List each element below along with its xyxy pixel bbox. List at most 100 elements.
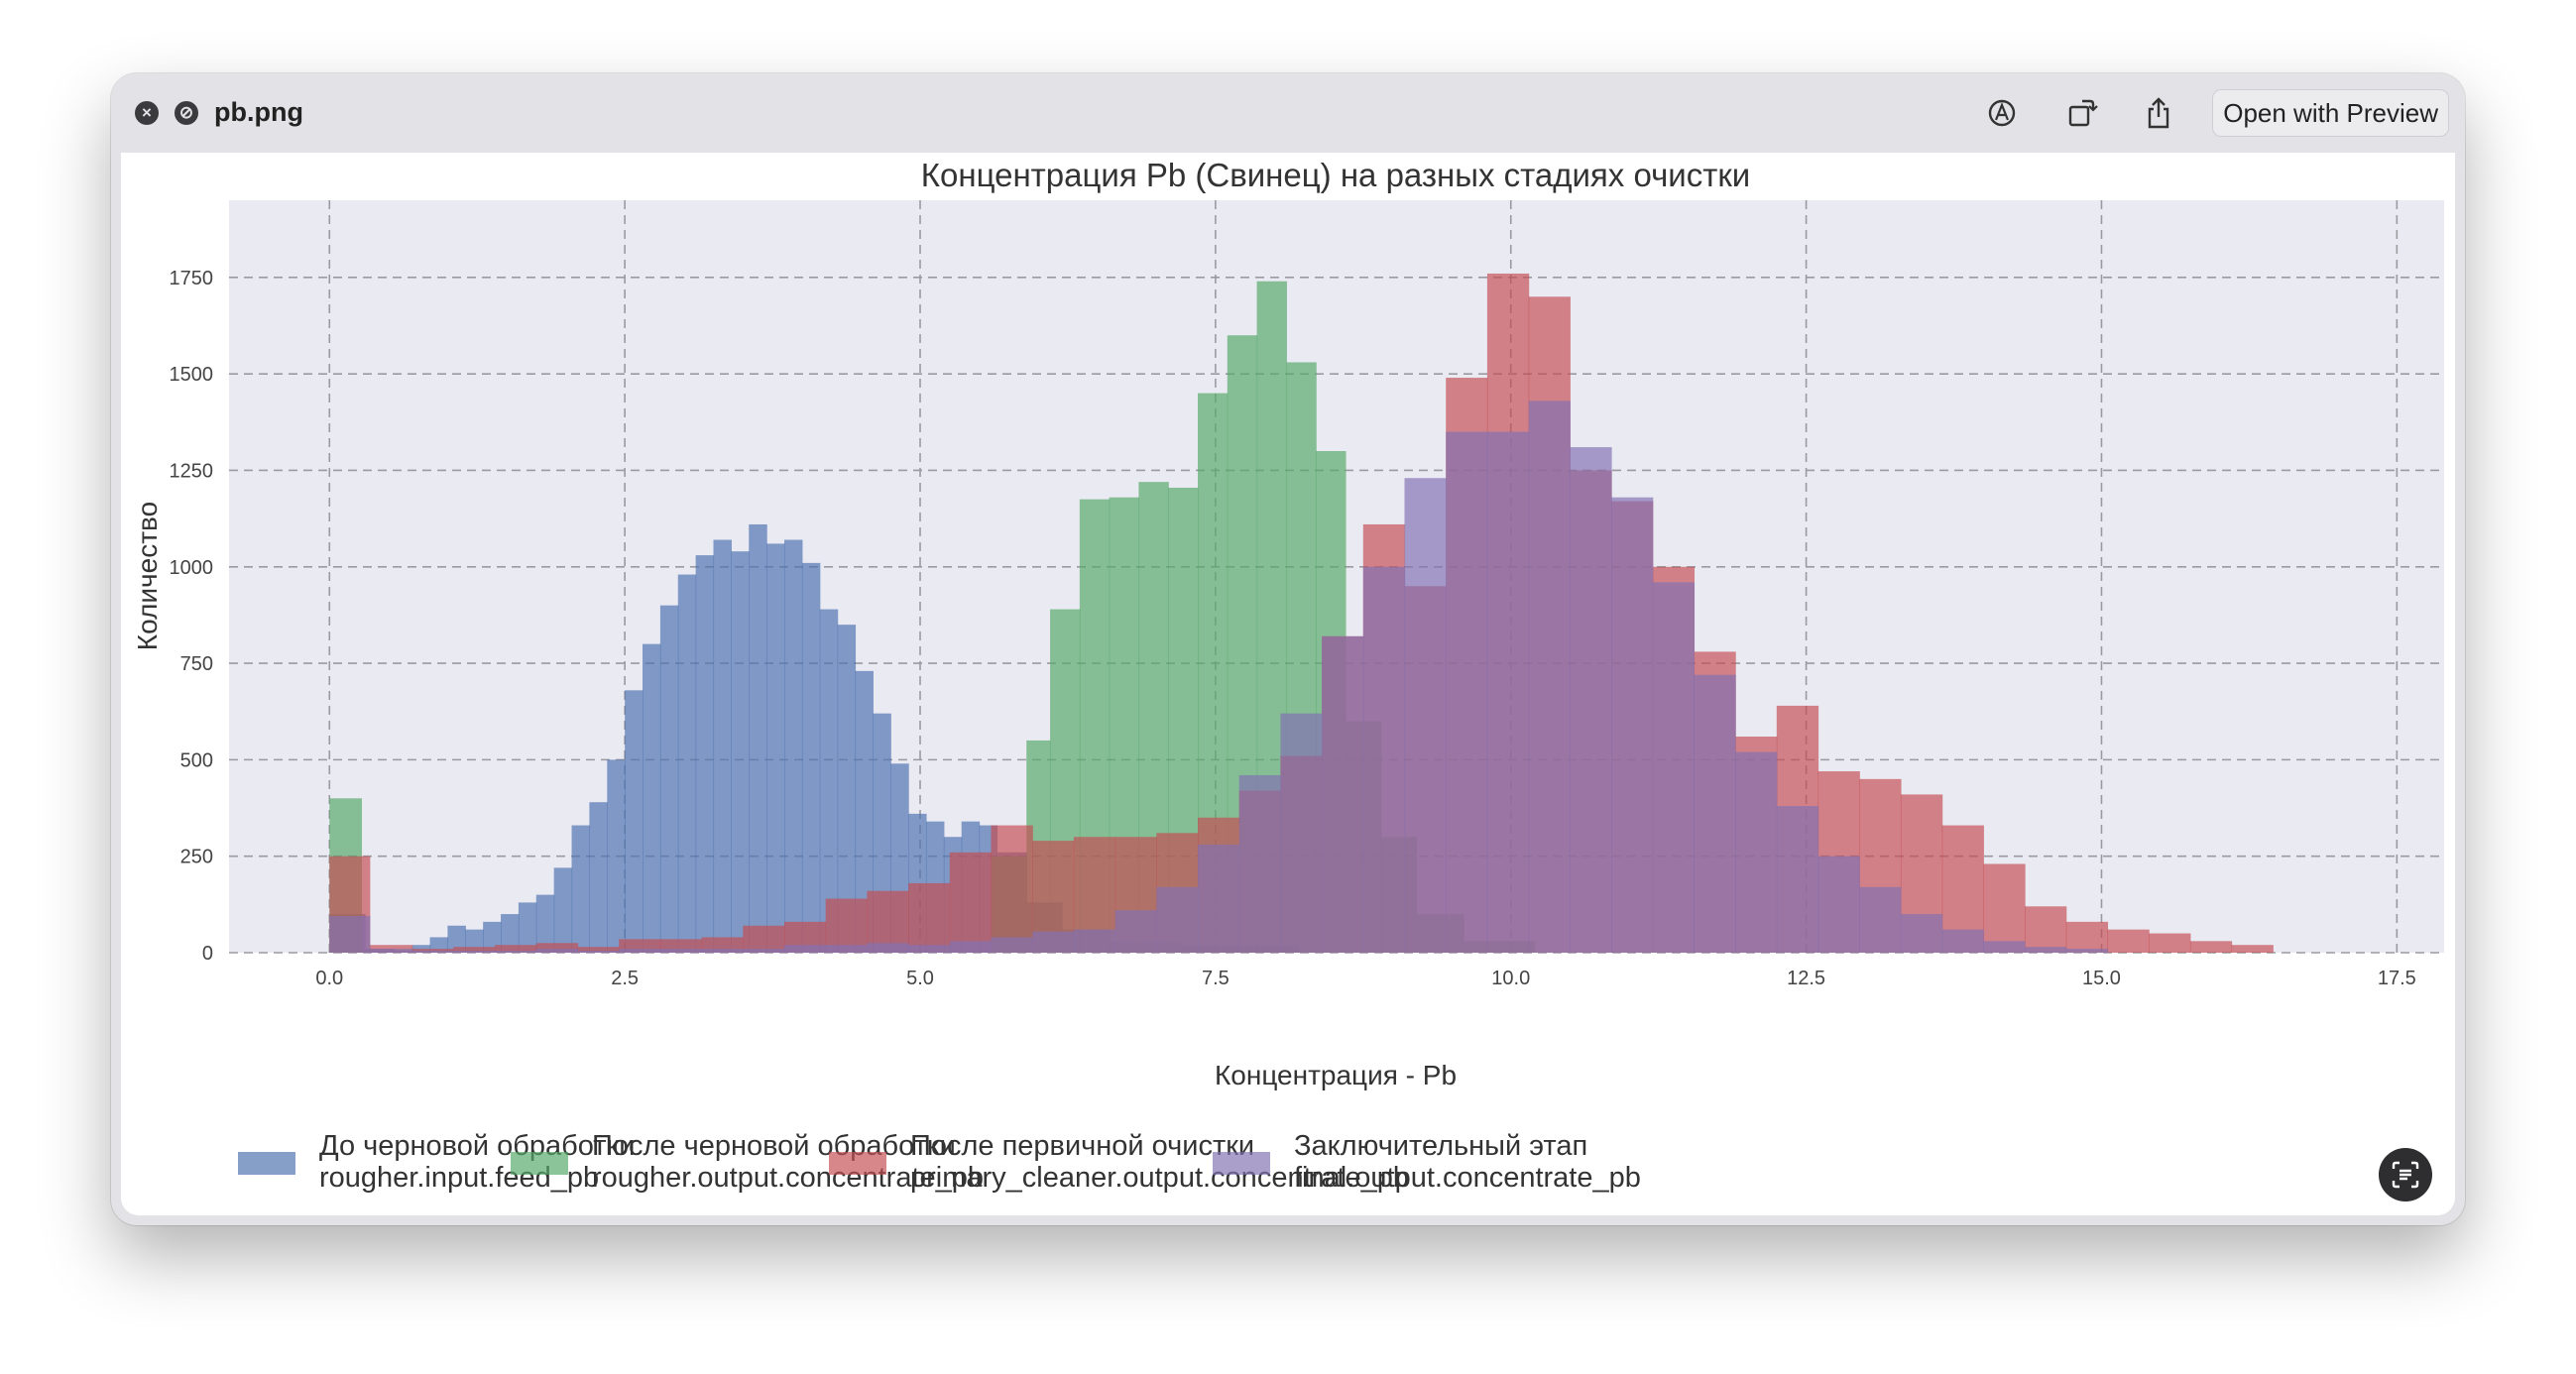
- histogram-bar: [731, 551, 750, 953]
- histogram-bar: [1362, 566, 1406, 953]
- histogram-bar: [571, 825, 590, 953]
- rotate-icon[interactable]: [2063, 95, 2099, 131]
- histogram-bar: [837, 625, 857, 953]
- histogram-bar: [1114, 910, 1157, 953]
- x-axis-label: Концентрация - Pb: [1215, 1060, 1457, 1090]
- histogram-bar: [1735, 751, 1778, 953]
- histogram-bar: [783, 945, 827, 953]
- histogram-bar: [2025, 947, 2067, 953]
- histogram-bar: [1900, 914, 1943, 953]
- legend-label: primary_cleaner.output.concentrate_pb: [910, 1162, 1409, 1194]
- histogram-bar: [1486, 431, 1530, 953]
- live-text-icon[interactable]: [2379, 1148, 2432, 1202]
- markup-icon[interactable]: [1984, 95, 2020, 131]
- histogram-bar: [908, 882, 951, 953]
- histogram-bar: [908, 945, 951, 953]
- histogram-bar: [619, 949, 661, 953]
- y-tick-label: 1250: [170, 460, 214, 482]
- legend-label: Заключительный этап: [1294, 1130, 1587, 1162]
- histogram-bar: [949, 852, 993, 953]
- histogram-bar: [553, 867, 573, 953]
- legend-label: До черновой обработки: [319, 1130, 635, 1162]
- x-tick-label: 15.0: [2082, 968, 2121, 989]
- chart-title: Концентрация Pb (Свинец) на разных стади…: [921, 157, 1750, 193]
- stop-icon[interactable]: ⊘: [175, 101, 198, 125]
- legend-entry: После первичной очисткиprimary_cleaner.o…: [829, 1130, 1409, 1194]
- y-tick-label: 250: [180, 847, 213, 868]
- histogram-bar: [701, 949, 744, 953]
- histogram-bar: [743, 949, 785, 953]
- histogram-bar: [447, 925, 466, 953]
- x-tick-label: 0.0: [315, 968, 343, 989]
- histogram-bar: [2189, 941, 2233, 953]
- share-icon[interactable]: [2141, 95, 2176, 131]
- histogram-bar: [643, 643, 661, 953]
- histogram-bar: [2065, 949, 2109, 953]
- y-tick-label: 1000: [170, 557, 214, 579]
- histogram-bar: [453, 947, 496, 953]
- legend-label: final.output.concentrate_pb: [1294, 1162, 1641, 1194]
- x-tick-label: 7.5: [1202, 968, 1229, 989]
- legend-entry: Заключительный этапfinal.output.concentr…: [1213, 1130, 1641, 1194]
- histogram-bar: [825, 945, 868, 953]
- histogram-bar: [2149, 933, 2191, 953]
- histogram-bar: [819, 609, 839, 953]
- histogram-bar: [1983, 941, 2026, 953]
- histogram-bar: [1198, 845, 1240, 953]
- open-with-preview-button[interactable]: Open with Preview: [2212, 89, 2449, 137]
- histogram-bar: [713, 539, 732, 953]
- histogram-bar: [991, 937, 1033, 953]
- histogram-bar: [749, 523, 767, 953]
- preview-window: × ⊘ pb.png Open with Preview 0.0 2.5 5.0 7.…: [111, 73, 2465, 1225]
- histogram-bar: [1776, 806, 1819, 953]
- histogram-bar: [766, 543, 785, 953]
- histogram-bar: [1694, 674, 1736, 953]
- histogram-bar: [535, 943, 579, 953]
- histogram-bar: [577, 947, 620, 953]
- legend-swatch: [829, 1152, 886, 1175]
- histogram-bar: [2107, 929, 2150, 953]
- histogram-bar: [949, 941, 993, 953]
- x-tick-label: 12.5: [1787, 968, 1825, 989]
- histogram-bar: [453, 951, 496, 953]
- histogram-bar: [2025, 906, 2067, 953]
- histogram-bar: [1404, 478, 1447, 953]
- title-bar: × ⊘ pb.png Open with Preview: [111, 73, 2465, 151]
- x-tick-label: 17.5: [2378, 968, 2416, 989]
- legend-swatch: [511, 1152, 568, 1175]
- histogram-bar: [1570, 447, 1612, 953]
- histogram-bar: [625, 690, 644, 953]
- y-axis-label: Количество: [132, 502, 163, 650]
- histogram-bar: [825, 898, 868, 953]
- y-tick-label: 0: [202, 943, 213, 965]
- x-tick-label: 10.0: [1491, 968, 1530, 989]
- histogram-bar: [411, 951, 454, 953]
- x-tick-label: 2.5: [611, 968, 639, 989]
- histogram-bar: [1941, 929, 1984, 953]
- legend-label: После черновой обработки: [592, 1130, 956, 1162]
- y-tick-label: 750: [180, 653, 213, 675]
- histogram-bar: [329, 916, 371, 953]
- image-content: 0.0 2.5 5.0 7.5 10.0 12.5 15.0 17.5 0 250 500 750 10…: [121, 153, 2455, 1215]
- histogram-bar: [1983, 863, 2026, 953]
- histogram-bar: [659, 605, 679, 953]
- close-icon[interactable]: ×: [135, 101, 159, 125]
- histogram-bar: [589, 802, 608, 953]
- histogram-bar: [518, 902, 537, 953]
- legend-label: rougher.output.concentrate_pb: [592, 1162, 984, 1194]
- histogram-bar: [1446, 431, 1488, 953]
- histogram-bar: [495, 951, 537, 953]
- histogram-bar: [801, 562, 821, 953]
- series-4-bars: [329, 401, 2109, 953]
- histogram-bar: [1611, 497, 1654, 953]
- legend-entry: После черновой обработкиrougher.output.c…: [511, 1130, 984, 1194]
- histogram-bar: [867, 890, 909, 953]
- histogram-bar: [1859, 886, 1902, 953]
- histogram-bar: [659, 949, 703, 953]
- y-tick-label: 1500: [170, 364, 214, 386]
- histogram-bar: [1817, 856, 1860, 953]
- histogram-bar: [1528, 401, 1571, 953]
- histogram-bar: [677, 574, 697, 953]
- histogram-bar: [867, 943, 909, 953]
- y-tick-label: 1750: [170, 268, 214, 289]
